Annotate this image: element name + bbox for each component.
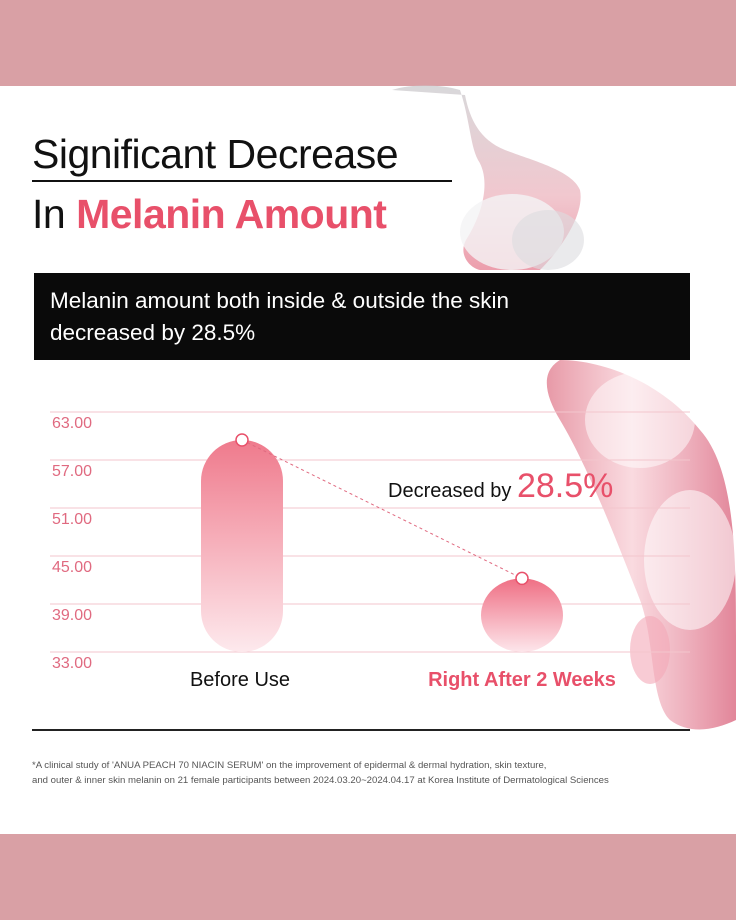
data-point-marker (235, 433, 249, 447)
study-footnote: *A clinical study of 'ANUA PEACH 70 NIAC… (32, 758, 712, 788)
x-category-label: Before Use (190, 669, 290, 691)
annotation-value: 28.5% (517, 467, 613, 505)
y-tick-label: 57.00 (52, 463, 92, 480)
footnote-line-2: and outer & inner skin melanin on 21 fem… (32, 775, 609, 786)
y-tick-label: 33.00 (52, 655, 92, 672)
y-tick-label: 51.00 (52, 511, 92, 528)
banner-line-2: decreased by 28.5% (50, 320, 256, 345)
bar-after-2-weeks (481, 578, 563, 652)
x-category-label: Right After 2 Weeks (428, 669, 616, 691)
summary-banner (34, 273, 690, 360)
title-line-2: In Melanin Amount (32, 191, 387, 238)
banner-line-1: Melanin amount both inside & outside the… (50, 288, 510, 313)
y-tick-label: 63.00 (52, 415, 92, 432)
annotation-prefix: Decreased by (388, 480, 517, 502)
bar-before-use (201, 440, 283, 652)
summary-banner-text: Melanin amount both inside & outside the… (50, 285, 650, 349)
y-tick-label: 45.00 (52, 559, 92, 576)
top-band (0, 0, 736, 86)
decrease-annotation: Decreased by 28.5% (388, 467, 613, 505)
title-accent: Melanin Amount (76, 191, 387, 237)
y-tick-label: 39.00 (52, 607, 92, 624)
footer-divider (32, 729, 690, 731)
title-underline (32, 180, 452, 182)
trend-connector (241, 439, 523, 579)
title-line-1: Significant Decrease (32, 131, 399, 177)
title-prefix: In (32, 191, 77, 237)
data-point-marker (515, 571, 529, 586)
bottom-band (0, 834, 736, 920)
footnote-line-1: *A clinical study of 'ANUA PEACH 70 NIAC… (32, 760, 547, 771)
